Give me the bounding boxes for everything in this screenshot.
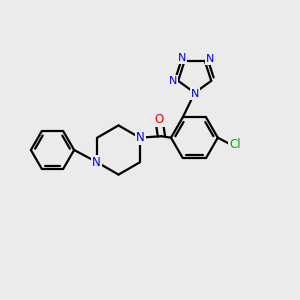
Text: N: N bbox=[206, 54, 214, 64]
Text: N: N bbox=[190, 89, 199, 99]
Text: N: N bbox=[178, 53, 186, 63]
Text: Cl: Cl bbox=[230, 138, 241, 152]
Text: N: N bbox=[136, 130, 145, 144]
Text: N: N bbox=[169, 76, 178, 86]
Text: O: O bbox=[154, 113, 164, 126]
Text: N: N bbox=[92, 156, 101, 170]
